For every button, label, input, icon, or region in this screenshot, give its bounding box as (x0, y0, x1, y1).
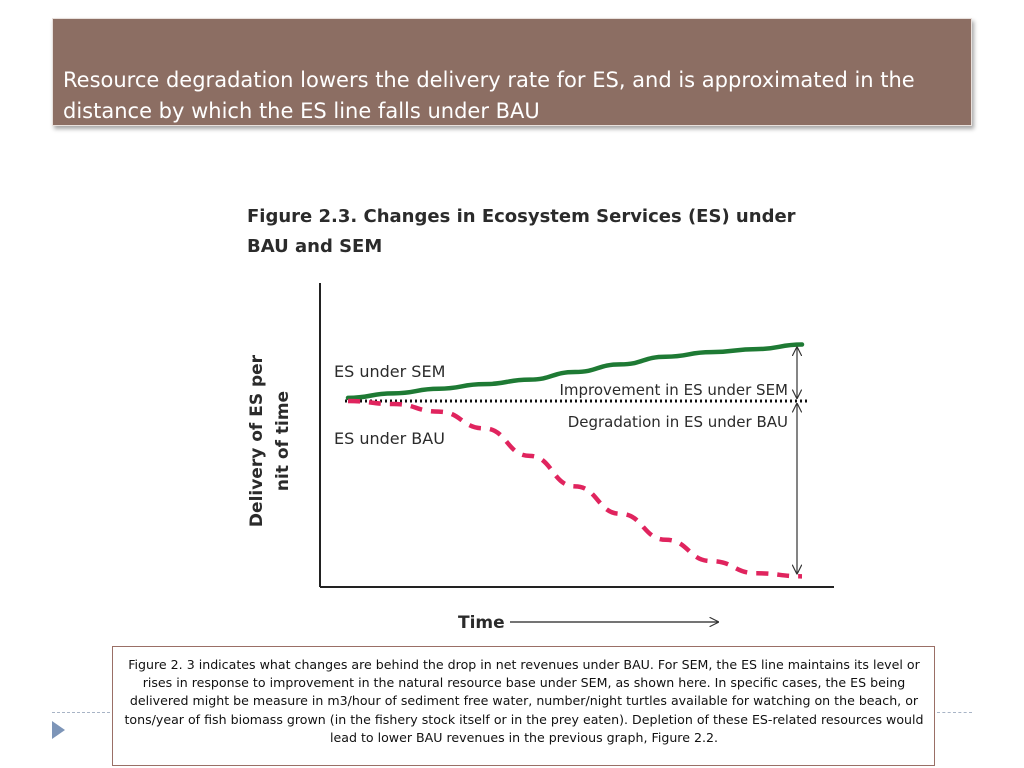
series-line-es-under-bau (347, 398, 803, 579)
series-line-es-under-sem (345, 342, 805, 401)
label-es-under-sem: ES under SEM (334, 362, 445, 381)
caption-text: Figure 2. 3 indicates what changes are b… (124, 657, 924, 745)
x-axis-label: Time (458, 613, 505, 633)
figure-title: Figure 2.3. Changes in Ecosystem Service… (247, 206, 796, 257)
label-es-under-bau: ES under BAU (334, 429, 445, 448)
left-divider (52, 712, 110, 713)
right-divider (937, 712, 972, 713)
annotation-improvement: Improvement in ES under SEM (559, 381, 788, 399)
caption-box: Figure 2. 3 indicates what changes are b… (112, 646, 935, 766)
slide-title-bar: Resource degradation lowers the delivery… (52, 18, 972, 126)
annotation-degradation: Degradation in ES under BAU (568, 413, 788, 431)
slide-title: Resource degradation lowers the delivery… (63, 68, 915, 123)
play-icon (52, 721, 65, 739)
y-axis-label: Delivery of ES per nit of time (247, 354, 293, 527)
